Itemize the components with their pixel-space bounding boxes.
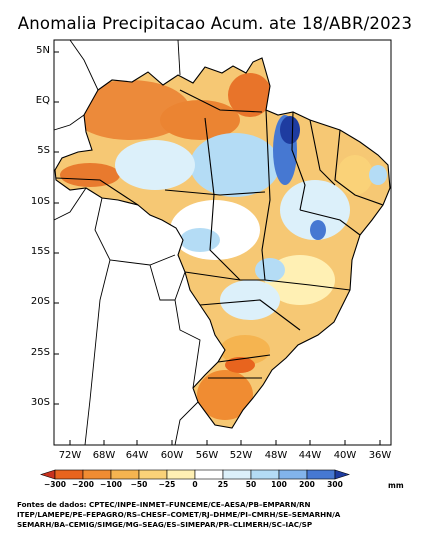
colorbar-swatch: [110, 469, 140, 480]
lon-label: 68W: [92, 450, 116, 461]
lon-label: 36W: [368, 450, 392, 461]
colorbar-label: −200: [72, 480, 94, 489]
colorbar-label: −25: [158, 480, 176, 489]
sources-line: ITEP/LAMEPE/PE–FEPAGRO/RS–CHESF–COMET/RJ…: [17, 510, 341, 519]
lon-label: 52W: [229, 450, 253, 461]
colorbar-label: −50: [130, 480, 148, 489]
lat-label: 30S: [30, 397, 50, 408]
colorbar-swatch: [222, 469, 252, 480]
colorbar-label: 50: [245, 480, 257, 489]
colorbar-label: 100: [271, 480, 287, 489]
colorbar-label: −300: [44, 480, 66, 489]
map-title: Anomalia Precipitacao Acum. ate 18/ABR/2…: [17, 14, 413, 33]
lat-label: 15S: [30, 246, 50, 257]
lon-label: 64W: [125, 450, 149, 461]
lat-label: EQ: [35, 95, 50, 106]
lat-label: 25S: [30, 347, 50, 358]
colorbar-label: 200: [299, 480, 315, 489]
colorbar-arrow-left: [40, 469, 56, 480]
colorbar-label: 0: [192, 480, 198, 489]
lat-label: 5N: [36, 45, 50, 56]
sources-line: Fontes de dados: CPTEC/INPE–INMET–FUNCEM…: [17, 500, 311, 509]
colorbar-swatch: [138, 469, 168, 480]
lat-label: 10S: [30, 196, 50, 207]
colorbar-swatch: [306, 469, 336, 480]
colorbar-label: −100: [100, 480, 122, 489]
lon-label: 60W: [160, 450, 184, 461]
lon-label: 72W: [58, 450, 82, 461]
lat-label: 5S: [37, 145, 50, 156]
colorbar-unit: mm: [388, 481, 404, 490]
lon-label: 48W: [264, 450, 288, 461]
lon-label: 56W: [195, 450, 219, 461]
lon-label: 40W: [333, 450, 357, 461]
sources-line: SEMARH/BA–CEMIG/SIMGE/MG–SEAG/ES–SIMEPAR…: [17, 520, 313, 529]
colorbar-swatch: [250, 469, 280, 480]
colorbar-swatch: [278, 469, 308, 480]
axis-ticks: [54, 51, 381, 445]
colorbar-swatch: [166, 469, 196, 480]
colorbar-arrow-right: [334, 469, 350, 480]
neighbor-boundaries: [53, 39, 201, 446]
colorbar-swatch: [82, 469, 112, 480]
lon-label: 44W: [298, 450, 322, 461]
lat-label: 20S: [30, 296, 50, 307]
colorbar-label: 300: [327, 480, 343, 489]
boundaries: [54, 57, 391, 429]
colorbar-swatch: [194, 469, 224, 480]
colorbar-label: 25: [217, 480, 229, 489]
colorbar-swatch: [54, 469, 84, 480]
